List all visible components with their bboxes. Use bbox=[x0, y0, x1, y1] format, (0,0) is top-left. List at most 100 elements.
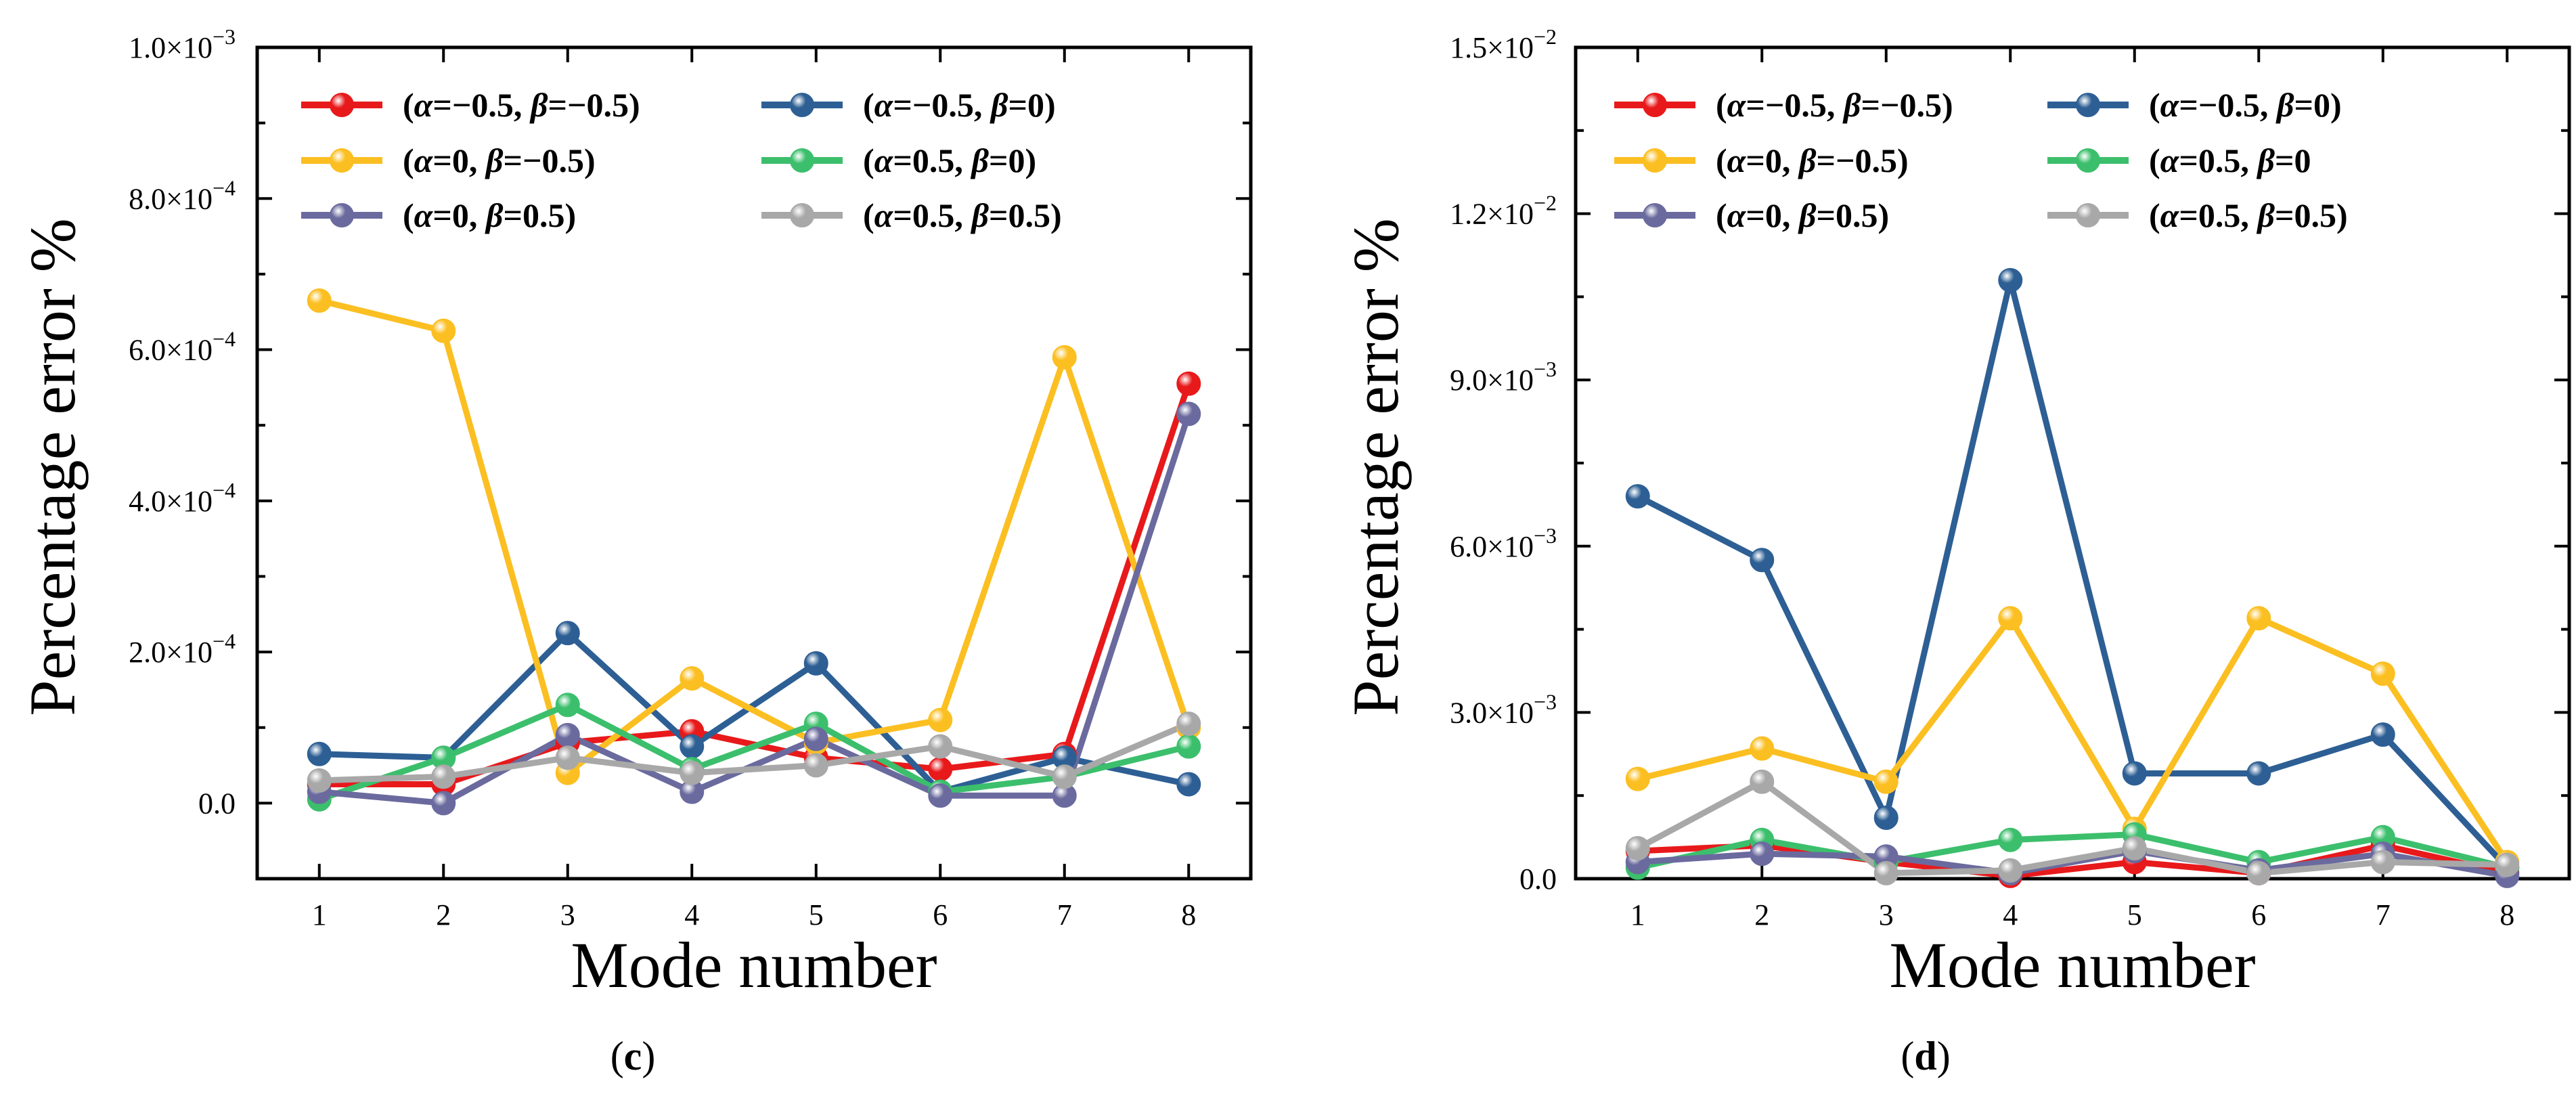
legend-swatch-marker bbox=[790, 203, 814, 227]
series-line bbox=[319, 630, 1190, 795]
data-point bbox=[555, 693, 580, 718]
data-point bbox=[1998, 858, 2023, 883]
x-tick-label: 6 bbox=[2251, 898, 2266, 931]
data-point bbox=[1873, 805, 1898, 830]
x-tick-label: 5 bbox=[809, 898, 824, 931]
data-point bbox=[2370, 850, 2395, 875]
y-tick-label: 1.0×10−3 bbox=[129, 24, 236, 64]
data-point bbox=[431, 764, 456, 789]
data-point bbox=[1998, 827, 2023, 852]
data-point bbox=[803, 651, 828, 676]
data-point bbox=[307, 288, 332, 313]
data-point bbox=[2246, 860, 2271, 885]
legend-label: (α=−0.5, β=−0.5) bbox=[1716, 86, 1953, 124]
data-point bbox=[1750, 841, 1775, 867]
y-tick-label: 6.0×10−4 bbox=[129, 327, 236, 367]
data-point bbox=[1998, 606, 2023, 631]
y-tick-label: 1.2×10−2 bbox=[1450, 191, 1557, 231]
x-tick-label: 4 bbox=[684, 898, 699, 931]
y-tick-label: 8.0×10−4 bbox=[129, 175, 236, 215]
y-tick-label: 4.0×10−4 bbox=[129, 478, 236, 518]
data-point bbox=[555, 722, 580, 747]
legend-label: (α=0, β=0.5) bbox=[403, 196, 576, 234]
x-tick-label: 7 bbox=[1057, 898, 1072, 931]
y-tick-label: 0.0 bbox=[198, 787, 236, 820]
series-line bbox=[1637, 615, 2510, 864]
y-tick-label: 0.0 bbox=[1519, 862, 1557, 896]
series-line bbox=[1637, 842, 2508, 879]
data-point bbox=[1750, 769, 1775, 794]
data-point bbox=[803, 753, 828, 778]
x-tick-label: 2 bbox=[1754, 898, 1769, 931]
data-point bbox=[2370, 722, 2395, 747]
x-tick-label: 3 bbox=[560, 898, 575, 931]
data-point bbox=[1873, 769, 1898, 794]
data-point bbox=[431, 318, 456, 343]
series-line bbox=[1636, 277, 2510, 870]
data-point bbox=[1176, 371, 1201, 396]
panel-label: (c) bbox=[610, 1034, 656, 1078]
legend-swatch-marker bbox=[2076, 93, 2100, 117]
data-point bbox=[1625, 835, 1650, 860]
y-axis-title: Percentage error % bbox=[1339, 218, 1412, 716]
data-point bbox=[2495, 852, 2520, 877]
legend-swatch-marker bbox=[1643, 148, 1667, 173]
series-line bbox=[1637, 831, 2508, 871]
data-point bbox=[2122, 835, 2147, 860]
x-tick-label: 5 bbox=[2127, 898, 2142, 931]
data-point bbox=[2246, 761, 2271, 786]
x-tick-label: 3 bbox=[1879, 898, 1894, 931]
series-line bbox=[318, 701, 1190, 803]
data-point bbox=[1750, 736, 1775, 761]
data-point bbox=[1873, 860, 1898, 885]
panel-c: 0.0 2.0×10−4 4.0×10−4 6.0×10−4 8.0×10−4 1.0×1… bbox=[16, 24, 1253, 1078]
data-point bbox=[1750, 548, 1775, 573]
data-point bbox=[803, 726, 828, 751]
y-tick-label: 1.5×10−2 bbox=[1450, 24, 1557, 64]
legend-label: (α=0.5, β=0) bbox=[863, 141, 1036, 179]
data-point bbox=[555, 745, 580, 770]
legend-swatch-marker bbox=[330, 203, 354, 227]
data-point bbox=[307, 741, 332, 766]
legend-label: (α=0.5, β=0.5) bbox=[2149, 196, 2348, 234]
data-point bbox=[1052, 345, 1077, 370]
y-tick-label: 9.0×10−3 bbox=[1450, 357, 1557, 397]
data-point bbox=[928, 757, 953, 782]
data-point bbox=[307, 768, 332, 793]
legend-label: (α=−0.5, β=0) bbox=[863, 86, 1056, 124]
data-point bbox=[555, 621, 580, 646]
legend-label: (α=−0.5, β=0) bbox=[2149, 86, 2342, 124]
y-tick-label: 6.0×10−3 bbox=[1450, 523, 1557, 563]
legend-label: (α=0.5, β=0.5) bbox=[863, 196, 1062, 234]
series-line bbox=[318, 297, 1192, 776]
x-tick-label: 8 bbox=[1181, 898, 1196, 931]
x-tick-label: 1 bbox=[312, 898, 327, 931]
x-tick-label: 7 bbox=[2376, 898, 2391, 931]
y-tick-label: 2.0×10−4 bbox=[129, 629, 236, 669]
data-point bbox=[928, 734, 953, 759]
x-tick-label: 1 bbox=[1630, 898, 1645, 931]
legend-label: (α=0, β=−0.5) bbox=[1716, 141, 1909, 179]
x-tick-label: 6 bbox=[933, 898, 948, 931]
legend-swatch-marker bbox=[2076, 148, 2100, 173]
series-line bbox=[319, 721, 1191, 784]
series-line bbox=[319, 413, 1192, 806]
data-point bbox=[1176, 401, 1201, 426]
legend-swatch-marker bbox=[790, 148, 814, 173]
legend-label: (α=0, β=−0.5) bbox=[403, 141, 596, 179]
data-point bbox=[928, 707, 953, 732]
data-point bbox=[1625, 766, 1650, 791]
x-tick-label: 2 bbox=[436, 898, 451, 931]
legend-swatch-marker bbox=[1643, 203, 1667, 227]
legend-label: (α=0.5, β=0 bbox=[2149, 141, 2311, 179]
data-point bbox=[1998, 267, 2023, 292]
y-axis-title: Percentage error % bbox=[16, 218, 89, 716]
data-point bbox=[680, 666, 705, 691]
series-line bbox=[319, 382, 1192, 787]
legend-swatch-marker bbox=[330, 93, 354, 117]
legend-label: (α=−0.5, β=−0.5) bbox=[403, 86, 640, 124]
legend-label: (α=0, β=0.5) bbox=[1716, 196, 1889, 234]
legend-swatch-marker bbox=[2076, 203, 2100, 227]
data-point bbox=[1176, 711, 1201, 737]
